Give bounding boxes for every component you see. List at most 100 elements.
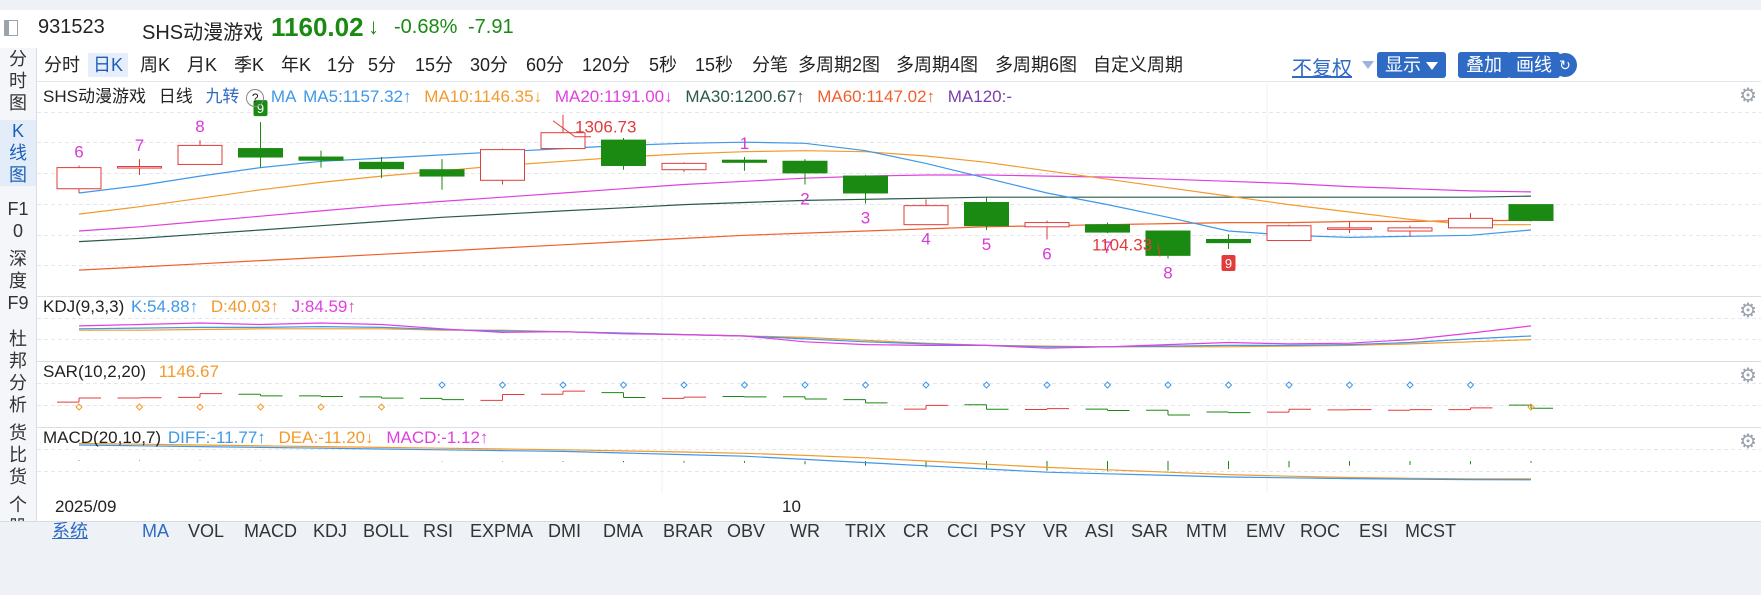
sidebar-item-timeshare[interactable]: 分时图 (9, 49, 27, 113)
period-tab-120min[interactable]: 120分 (582, 55, 631, 75)
macd-value: MACD:-1.12↑ (386, 428, 489, 447)
kdj-chart (37, 296, 1761, 361)
sar-dot (1285, 381, 1293, 389)
last-price: 1160.02 (271, 12, 364, 42)
macd-settings-gear-icon[interactable]: ⚙ (1739, 431, 1757, 453)
period-tab-multi2[interactable]: 多周期2图 (798, 55, 881, 75)
period-tab-15sec[interactable]: 15秒 (695, 55, 734, 75)
indicator-tab-dmi[interactable]: DMI (548, 521, 581, 541)
panel-toggle-icon[interactable] (4, 20, 18, 36)
sar-chart (37, 361, 1761, 427)
indicator-tab-boll[interactable]: BOLL (363, 521, 410, 541)
sar-dot (377, 403, 386, 411)
candle-body (661, 162, 707, 171)
nine-turn-label[interactable]: 九转 (205, 87, 240, 106)
indicator-tab-obv[interactable]: OBV (727, 521, 766, 541)
indicator-tab-rsi[interactable]: RSI (423, 521, 454, 541)
candle-body (964, 201, 1009, 227)
period-tab-5sec[interactable]: 5秒 (649, 55, 678, 75)
date-label-mid: 10 (782, 497, 801, 516)
macd-pane[interactable]: MACD(20,10,7) DIFF:-11.77↑ DEA:-11.20↓ M… (37, 427, 1761, 494)
sidebar-item-kline[interactable]: K线图 (0, 120, 36, 186)
period-tab-week[interactable]: 周K (140, 55, 171, 75)
indicator-tab-emv[interactable]: EMV (1246, 521, 1286, 541)
draw-line-button[interactable]: 画线 (1508, 52, 1560, 78)
help-icon[interactable]: ? (246, 89, 265, 107)
indicator-tab-dma[interactable]: DMA (603, 521, 643, 541)
macd-diff: DIFF:-11.77↑ (167, 428, 266, 447)
kdj-name: KDJ(9,3,3) (43, 297, 125, 316)
macd-dea-line (78, 442, 1532, 480)
candle-body (1206, 238, 1251, 244)
sidebar-item-dupont[interactable]: 杜邦分析 (9, 329, 27, 415)
indicator-tab-asi[interactable]: ASI (1085, 521, 1115, 541)
indicator-tab-kdj[interactable]: KDJ (313, 521, 348, 541)
kdj-k: K:54.88↑ (130, 297, 199, 316)
indicator-tab-vol[interactable]: VOL (188, 521, 225, 541)
indicator-tab-mcst[interactable]: MCST (1405, 521, 1456, 541)
restore-dropdown[interactable]: 不复权 (1292, 58, 1352, 80)
indicator-tab-vr[interactable]: VR (1043, 521, 1069, 541)
period-tab-5min[interactable]: 5分 (368, 55, 397, 75)
nine-turn-number: 5 (982, 235, 991, 254)
indicator-tab-expma[interactable]: EXPMA (470, 521, 534, 541)
candle-body (419, 169, 465, 177)
period-tab-day[interactable]: 日K (88, 53, 129, 77)
main-settings-gear-icon[interactable]: ⚙ (1739, 85, 1757, 107)
sar-settings-gear-icon[interactable]: ⚙ (1739, 365, 1757, 387)
indicator-tab-system[interactable]: 系统 (52, 521, 88, 541)
sidebar-item-depth[interactable]: 深度F9 (7, 249, 29, 313)
period-tab-multi4[interactable]: 多周期4图 (896, 55, 979, 75)
sar-pane[interactable]: SAR(10,2,20) 1146.67 ⚙ (37, 361, 1761, 428)
period-tab-year[interactable]: 年K (281, 55, 312, 75)
change-percent: -0.68% (394, 16, 458, 38)
candle-body (601, 139, 646, 166)
indicator-tab-mtm[interactable]: MTM (1186, 521, 1227, 541)
sar-dot (922, 381, 930, 389)
period-tab-quarter[interactable]: 季K (234, 55, 265, 75)
quote-header: 931523 SHS动漫游戏 1160.02 ↓ -0.68% -7.91 (0, 10, 1761, 49)
macd-diff-line (78, 444, 1532, 481)
nine-turn-number: 6 (74, 142, 83, 161)
restore-chevron-icon[interactable] (1362, 61, 1374, 69)
sar-value: 1146.67 (158, 362, 219, 381)
period-tab-multi6[interactable]: 多周期6图 (995, 55, 1078, 75)
indicator-tab-trix[interactable]: TRIX (845, 521, 887, 541)
candle-body (540, 132, 586, 150)
nine-turn-badge (1221, 255, 1236, 271)
indicator-tab-brar[interactable]: BRAR (663, 521, 714, 541)
period-tab-60min[interactable]: 60分 (526, 55, 565, 75)
period-tab-month[interactable]: 月K (187, 55, 218, 75)
indicator-tab-esi[interactable]: ESI (1359, 521, 1389, 541)
sar-dot (740, 381, 749, 389)
period-tab-timeshare[interactable]: 分时 (44, 55, 80, 75)
indicator-tab-cr[interactable]: CR (903, 521, 929, 541)
indicator-tab-wr[interactable]: WR (790, 521, 820, 541)
period-tab-30min[interactable]: 30分 (470, 55, 509, 75)
indicator-tab-sar[interactable]: SAR (1131, 521, 1169, 541)
candle-body (903, 205, 949, 226)
kline-main-pane[interactable]: 6 7 8 9 1 2 3 4 5 6 7 8 9 1306.73 1104.33 SHS动漫游戏 日线 九… (37, 81, 1761, 297)
period-tab-custom[interactable]: 自定义周期 (1093, 55, 1183, 75)
display-button[interactable]: 显示 (1377, 52, 1447, 78)
period-tab-tick[interactable]: 分笔 (752, 55, 788, 75)
indicator-tab-roc[interactable]: ROC (1300, 521, 1340, 541)
sar-info-line: SAR(10,2,20) 1146.67 (43, 362, 227, 382)
indicator-tab-macd[interactable]: MACD (244, 521, 297, 541)
expand-icon[interactable]: ↻ (1553, 53, 1577, 77)
indicator-tab-psy[interactable]: PSY (990, 521, 1027, 541)
indicator-tab-ma[interactable]: MA (142, 521, 169, 541)
sidebar-item-compare[interactable]: 货比货 (9, 423, 27, 487)
ma5-value: MA5:1157.32↑ (303, 87, 412, 106)
indicator-tab-cci[interactable]: CCI (947, 521, 978, 541)
overlay-button[interactable]: 叠加 (1458, 52, 1510, 78)
sar-dot (1103, 381, 1112, 389)
nine-turn-number: 9 (257, 101, 264, 116)
stock-code: 931523 (38, 16, 105, 38)
nine-turn-number: 9 (1225, 256, 1232, 271)
period-tab-15min[interactable]: 15分 (415, 55, 454, 75)
kdj-settings-gear-icon[interactable]: ⚙ (1739, 300, 1757, 322)
kdj-pane[interactable]: KDJ(9,3,3) K:54.88↑ D:40.03↑ J:84.59↑ ⚙ (37, 296, 1761, 362)
period-tab-1min[interactable]: 1分 (327, 55, 356, 75)
sidebar-item-f10[interactable]: F10 (7, 199, 29, 241)
